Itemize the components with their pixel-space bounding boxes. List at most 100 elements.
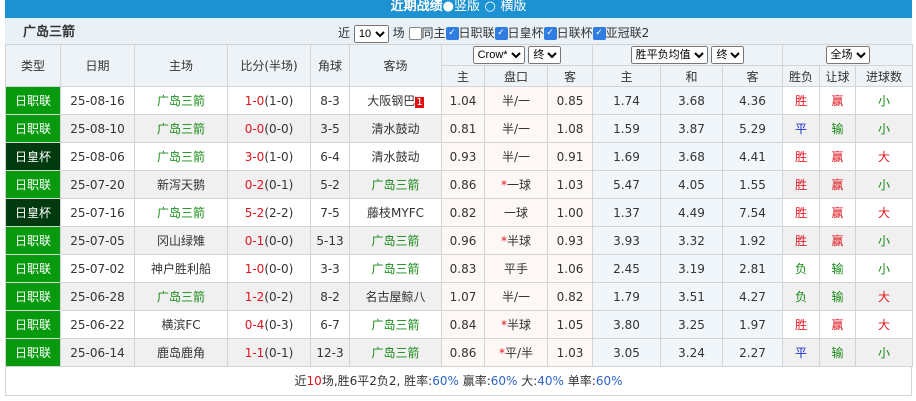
col-corner: 角球 — [310, 44, 350, 87]
match-type[interactable]: 日职联 — [5, 310, 61, 339]
match-type[interactable]: 日职联 — [5, 226, 61, 255]
europe-select[interactable]: 胜平负均值 — [630, 46, 708, 64]
match-type[interactable]: 日职联 — [5, 114, 61, 143]
subcol-header: 胜负 — [782, 65, 821, 87]
europe-stage-select[interactable]: 终 — [711, 46, 745, 64]
table-row: 日职联 25-07-20 新泻天鹅 0-2(0-1) 5-2 广岛三箭 0.86… — [5, 170, 914, 199]
home-team[interactable]: 横滨FC — [134, 310, 228, 339]
lose-odds: 4.36 — [722, 86, 784, 115]
score[interactable]: 1-0(0-0) — [227, 254, 311, 283]
handicap-value: 半/一 — [501, 290, 531, 304]
home-team[interactable]: 新泻天鹅 — [134, 170, 228, 199]
handicap-win-rate: 60% — [490, 374, 518, 388]
full-time-score: 1-0 — [244, 93, 265, 108]
score[interactable]: 3-0(1-0) — [227, 142, 311, 171]
table-row: 日职联 25-07-05 冈山绿雉 0-1(0-0) 5-13 广岛三箭 0.9… — [5, 226, 914, 255]
match-date: 25-07-20 — [60, 170, 135, 199]
odds-stage-select[interactable]: 终 — [528, 46, 562, 64]
result: 平 — [782, 114, 821, 143]
away-team[interactable]: 名古屋鲸八 — [349, 282, 442, 311]
away-team-name: 广岛三箭 — [371, 262, 420, 276]
handicap-value: 一球 — [503, 206, 528, 220]
match-date: 25-07-02 — [60, 254, 135, 283]
handicap-value: 半/一 — [501, 150, 531, 164]
home-team[interactable]: 冈山绿雉 — [134, 226, 228, 255]
match-count-select[interactable]: 10 — [353, 25, 389, 43]
corners: 6-7 — [310, 310, 350, 339]
over-under-result: 小 — [855, 86, 914, 115]
handicap-value: 平/半 — [504, 346, 534, 360]
scope-select[interactable]: 全场 — [825, 46, 870, 64]
corners: 5-2 — [310, 170, 350, 199]
handicap-result: 输 — [819, 114, 857, 143]
home-team[interactable]: 鹿岛鹿角 — [134, 338, 228, 367]
match-type[interactable]: 日职联 — [5, 170, 61, 199]
away-team[interactable]: 大阪钢巴1 — [349, 86, 442, 115]
half-time-score: (0-0) — [264, 261, 294, 276]
draw-odds: 4.05 — [660, 170, 724, 199]
option-horizontal[interactable]: 横版 — [500, 0, 527, 14]
full-time-score: 1-2 — [244, 289, 265, 304]
score[interactable]: 5-2(2-2) — [227, 198, 311, 227]
away-odds: 1.03 — [546, 338, 594, 367]
score[interactable]: 1-0(1-0) — [227, 86, 311, 115]
score[interactable]: 1-1(0-1) — [227, 338, 311, 367]
radio-horizontal[interactable]: ○ — [484, 0, 496, 14]
handicap: 平手 — [484, 254, 548, 283]
home-team[interactable]: 广岛三箭 — [134, 282, 228, 311]
home-team[interactable]: 广岛三箭 — [134, 114, 228, 143]
result: 胜 — [782, 226, 821, 255]
score[interactable]: 0-1(0-0) — [227, 226, 311, 255]
away-team[interactable]: 广岛三箭 — [349, 310, 442, 339]
home-odds: 0.81 — [441, 114, 485, 143]
league-checkbox[interactable]: ✓ — [543, 27, 557, 40]
win-odds: 5.47 — [592, 170, 662, 199]
corners: 6-4 — [310, 142, 350, 171]
win-odds: 1.74 — [592, 86, 662, 115]
away-team[interactable]: 广岛三箭 — [349, 338, 442, 367]
win-odds: 1.59 — [592, 114, 662, 143]
away-team[interactable]: 广岛三箭 — [349, 226, 442, 255]
league-label: 日联杯 — [556, 26, 593, 40]
draw-odds: 3.68 — [660, 86, 724, 115]
match-type[interactable]: 日职联 — [5, 338, 61, 367]
away-team[interactable]: 广岛三箭 — [349, 254, 442, 283]
match-date: 25-06-14 — [60, 338, 135, 367]
same-home-checkbox[interactable] — [408, 27, 422, 40]
home-team[interactable]: 广岛三箭 — [134, 142, 228, 171]
away-team[interactable]: 清水鼓动 — [349, 114, 442, 143]
match-date: 25-08-10 — [60, 114, 135, 143]
league-checkbox[interactable]: ✓ — [592, 27, 606, 40]
option-vertical[interactable]: 竖版 — [453, 0, 480, 14]
radio-vertical[interactable]: ● — [442, 0, 454, 14]
home-team[interactable]: 广岛三箭 — [134, 86, 228, 115]
score[interactable]: 0-2(0-1) — [227, 170, 311, 199]
result: 胜 — [782, 198, 821, 227]
away-odds: 0.85 — [546, 86, 594, 115]
away-team[interactable]: 清水鼓动 — [349, 142, 442, 171]
half-time-score: (0-2) — [264, 289, 294, 304]
handicap-result: 赢 — [819, 86, 857, 115]
match-type[interactable]: 日皇杯 — [5, 142, 61, 171]
draw-odds: 3.19 — [660, 254, 724, 283]
score[interactable]: 1-2(0-2) — [227, 282, 311, 311]
company-select[interactable]: Crow* — [472, 46, 525, 64]
match-type[interactable]: 日职联 — [5, 282, 61, 311]
home-team[interactable]: 广岛三箭 — [134, 198, 228, 227]
home-odds: 1.07 — [441, 282, 485, 311]
handicap: *半球 — [484, 226, 548, 255]
away-team[interactable]: 广岛三箭 — [349, 170, 442, 199]
match-type[interactable]: 日皇杯 — [5, 198, 61, 227]
match-type[interactable]: 日职联 — [5, 254, 61, 283]
table-row: 日皇杯 25-07-16 广岛三箭 5-2(2-2) 7-5 藤枝MYFC 0.… — [5, 198, 914, 227]
recent-matches-table: 类型 日期 主场 比分(半场) 角球 客场 Crow* 终 胜平负均值 终 全场… — [5, 44, 914, 367]
score[interactable]: 0-0(0-0) — [227, 114, 311, 143]
league-checkbox[interactable]: ✓ — [494, 27, 508, 40]
match-type[interactable]: 日职联 — [5, 86, 61, 115]
score[interactable]: 0-4(0-3) — [227, 310, 311, 339]
league-checkbox[interactable]: ✓ — [445, 27, 459, 40]
home-team[interactable]: 神户胜利船 — [134, 254, 228, 283]
lose-odds: 1.55 — [722, 170, 784, 199]
handicap: *一球 — [484, 170, 548, 199]
away-team[interactable]: 藤枝MYFC — [349, 198, 442, 227]
